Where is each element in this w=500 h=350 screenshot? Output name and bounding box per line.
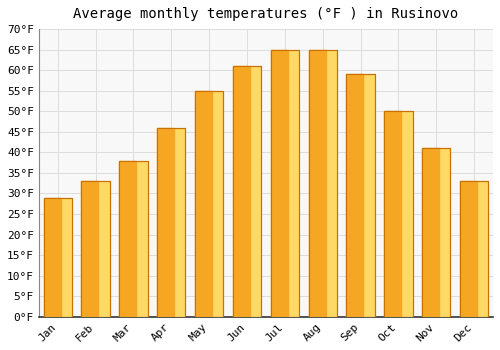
Bar: [44, 198, 72, 317]
Bar: [195, 91, 224, 317]
Bar: [157, 128, 186, 317]
Bar: [308, 50, 337, 317]
Bar: [308, 50, 326, 317]
Bar: [44, 198, 72, 317]
Bar: [460, 181, 477, 317]
Bar: [346, 74, 375, 317]
Bar: [270, 50, 287, 317]
Bar: [44, 198, 60, 317]
Bar: [82, 181, 98, 317]
Bar: [346, 74, 375, 317]
Bar: [308, 50, 337, 317]
Bar: [82, 181, 110, 317]
Bar: [384, 111, 402, 317]
Bar: [346, 74, 364, 317]
Bar: [157, 128, 186, 317]
Bar: [270, 50, 299, 317]
Bar: [422, 148, 450, 317]
Bar: [460, 181, 488, 317]
Bar: [233, 66, 261, 317]
Bar: [460, 181, 488, 317]
Bar: [270, 50, 299, 317]
Bar: [82, 181, 110, 317]
Bar: [233, 66, 250, 317]
Bar: [384, 111, 412, 317]
Bar: [119, 161, 148, 317]
Bar: [157, 128, 174, 317]
Bar: [195, 91, 212, 317]
Bar: [195, 91, 224, 317]
Title: Average monthly temperatures (°F ) in Rusinovo: Average monthly temperatures (°F ) in Ru…: [74, 7, 458, 21]
Bar: [422, 148, 439, 317]
Bar: [422, 148, 450, 317]
Bar: [384, 111, 412, 317]
Bar: [119, 161, 148, 317]
Bar: [119, 161, 136, 317]
Bar: [233, 66, 261, 317]
